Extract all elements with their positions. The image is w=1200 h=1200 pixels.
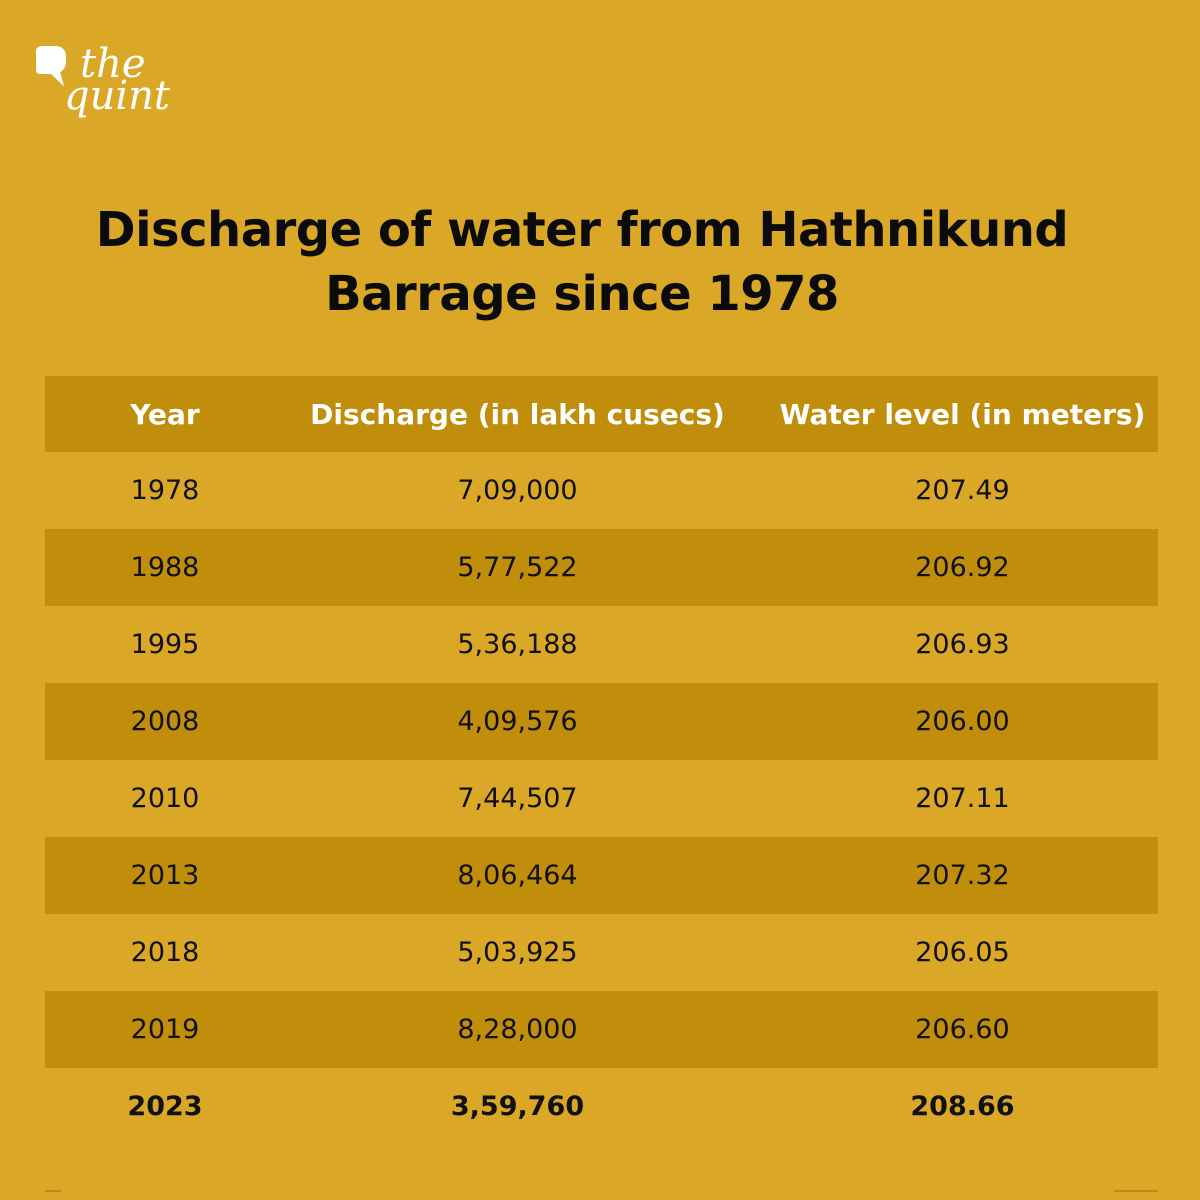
header-year: Year [130, 397, 200, 431]
table-row-highlight: 2023 3,59,760 208.66 [45, 1068, 1158, 1145]
cell-water-level: 206.05 [915, 937, 1010, 968]
cell-year: 2010 [130, 783, 200, 814]
the-quint-logo: the quint [34, 42, 194, 142]
cell-year: 2013 [130, 860, 200, 891]
cell-water-level: 206.00 [915, 706, 1010, 737]
table-header: Year Discharge (in lakh cusecs) Water le… [45, 376, 1158, 452]
table-row: 2019 8,28,000 206.60 [45, 991, 1158, 1068]
header-water-level: Water level (in meters) [779, 397, 1146, 431]
table-row: 1978 7,09,000 207.49 [45, 452, 1158, 529]
cell-water-level: 206.93 [915, 629, 1010, 660]
cell-year: 2008 [130, 706, 200, 737]
cell-year: 1988 [130, 552, 200, 583]
cell-discharge: 5,03,925 [457, 937, 578, 968]
table-row: 1988 5,77,522 206.92 [45, 529, 1158, 606]
cell-year: 1995 [130, 629, 200, 660]
cell-water-level: 206.92 [915, 552, 1010, 583]
chart-title: Discharge of water from Hathnikund Barra… [0, 198, 1164, 326]
cell-water-level: 207.32 [915, 860, 1010, 891]
title-line-2: Barrage since 1978 [325, 266, 839, 322]
cell-water-level: 208.66 [910, 1091, 1015, 1122]
cell-year: 2019 [130, 1014, 200, 1045]
cell-discharge: 5,36,188 [457, 629, 578, 660]
cell-year: 2023 [127, 1091, 203, 1122]
cell-water-level: 206.60 [915, 1014, 1010, 1045]
cell-discharge: 8,28,000 [457, 1014, 578, 1045]
logo-text-quint: quint [64, 73, 170, 119]
table-row: 2018 5,03,925 206.05 [45, 914, 1158, 991]
cell-discharge: 3,59,760 [450, 1091, 585, 1122]
cell-water-level: 207.11 [915, 783, 1010, 814]
cell-discharge: 7,09,000 [457, 475, 578, 506]
table-row: 2008 4,09,576 206.00 [45, 683, 1158, 760]
cell-year: 2018 [130, 937, 200, 968]
cell-discharge: 4,09,576 [457, 706, 578, 737]
logo-text-the: the [80, 41, 146, 87]
cell-water-level: 207.49 [915, 475, 1010, 506]
table-row: 1995 5,36,188 206.93 [45, 606, 1158, 683]
corner-mark-left [45, 1190, 61, 1192]
speech-bubble-icon [36, 46, 66, 74]
data-table: Year Discharge (in lakh cusecs) Water le… [45, 376, 1158, 1145]
cell-year: 1978 [130, 475, 200, 506]
cell-discharge: 7,44,507 [457, 783, 578, 814]
cell-discharge: 5,77,522 [457, 552, 578, 583]
corner-mark-right [1114, 1190, 1158, 1192]
table-row: 2010 7,44,507 207.11 [45, 760, 1158, 837]
table-row: 2013 8,06,464 207.32 [45, 837, 1158, 914]
header-discharge: Discharge (in lakh cusecs) [310, 397, 725, 431]
title-line-1: Discharge of water from Hathnikund [95, 202, 1069, 258]
cell-discharge: 8,06,464 [457, 860, 578, 891]
